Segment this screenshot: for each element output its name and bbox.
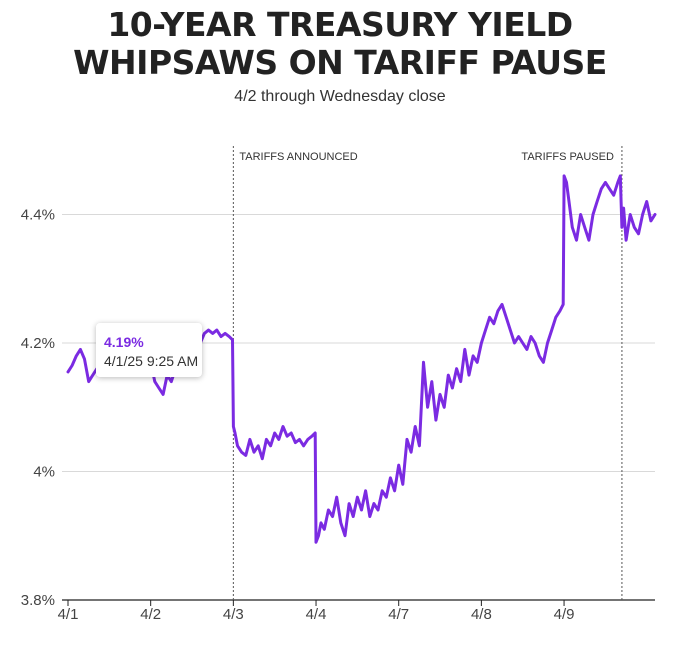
series-layer [66,174,657,544]
tooltip-timestamp: 4/1/25 9:25 AM [104,353,199,369]
annotation-label: TARIFFS PAUSED [521,151,614,163]
x-tick-label: 4/2 [140,606,161,623]
annotations: TARIFFS ANNOUNCED TARIFFS PAUSED [232,146,623,600]
title-line-1: 10-YEAR TREASURY YIELD [107,5,573,44]
hover-tooltip: 4.19% 4/1/25 9:25 AM [96,323,202,377]
yield-series-line [66,174,657,544]
x-tick-label: 4/7 [388,606,409,623]
chart-subtitle: 4/2 through Wednesday close [234,88,446,105]
y-tick-label: 4.2% [21,335,55,352]
y-tick-label: 4.4% [21,207,55,224]
x-tick-label: 4/3 [223,606,244,623]
x-tick-label: 4/9 [554,606,575,623]
x-axis: 4/1 4/2 4/3 4/4 4/7 4/8 4/9 [58,600,575,623]
y-axis: 3.8% 4% 4.2% 4.4% [21,207,55,610]
tooltip-value: 4.19% [104,334,144,350]
x-tick-label: 4/4 [306,606,327,623]
y-tick-label: 4% [33,464,55,481]
annotation-label: TARIFFS ANNOUNCED [239,151,357,163]
y-tick-label: 3.8% [21,592,55,609]
title-line-2: WHIPSAWS ON TARIFF PAUSE [73,43,607,82]
x-tick-label: 4/1 [58,606,79,623]
x-tick-label: 4/8 [471,606,492,623]
chart-title: 10-YEAR TREASURY YIELD WHIPSAWS ON TARIF… [0,6,680,82]
grid-lines [62,214,655,601]
